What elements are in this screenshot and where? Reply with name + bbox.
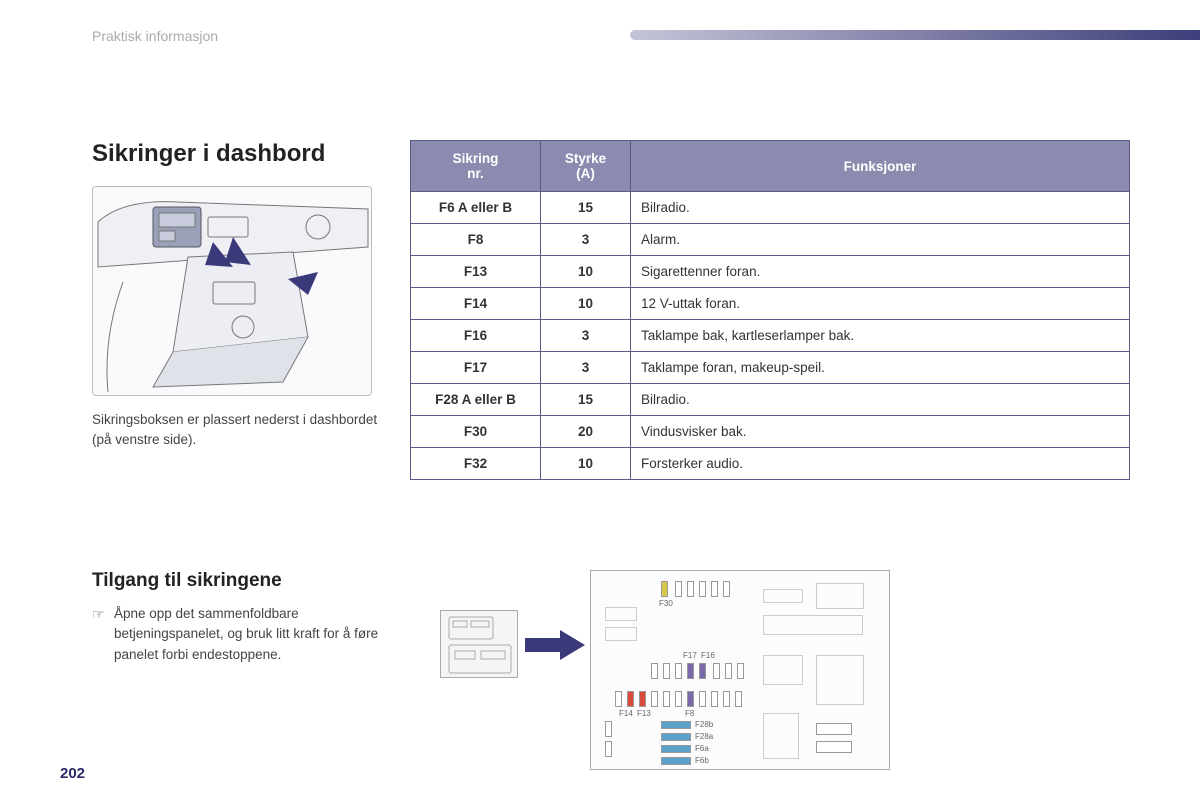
fuse-label-f6a: F6a	[695, 744, 709, 753]
instruction-text: Åpne opp det sammenfoldbare betjeningspa…	[114, 604, 402, 665]
fuse-label-f8: F8	[685, 709, 694, 718]
page-number: 202	[60, 765, 85, 782]
table-header-row: Sikring nr. Styrke (A) Funksjoner	[411, 141, 1130, 192]
cell-nr: F16	[411, 320, 541, 352]
fuse-label-f17: F17	[683, 651, 697, 660]
cell-nr: F17	[411, 352, 541, 384]
cell-fn: Taklampe foran, makeup-speil.	[631, 352, 1130, 384]
table-row: F6 A eller B15Bilradio.	[411, 192, 1130, 224]
table-row: F3210Forsterker audio.	[411, 448, 1130, 480]
cell-nr: F8	[411, 224, 541, 256]
cell-nr: F13	[411, 256, 541, 288]
table-row: F1310Sigarettenner foran.	[411, 256, 1130, 288]
cell-a: 15	[541, 384, 631, 416]
cell-fn: Bilradio.	[631, 384, 1130, 416]
cell-fn: 12 V-uttak foran.	[631, 288, 1130, 320]
cell-a: 3	[541, 352, 631, 384]
table-row: F28 A eller B15Bilradio.	[411, 384, 1130, 416]
fuse-label-f13: F13	[637, 709, 651, 718]
fuse-label-f14: F14	[619, 709, 633, 718]
illustration-caption: Sikringsboksen er plassert nederst i das…	[92, 410, 392, 449]
page-title: Sikringer i dashbord	[92, 140, 392, 168]
cell-nr: F30	[411, 416, 541, 448]
table-row: F83Alarm.	[411, 224, 1130, 256]
col-header-fn: Funksjoner	[631, 141, 1130, 192]
cell-nr: F14	[411, 288, 541, 320]
cell-a: 3	[541, 320, 631, 352]
cell-fn: Alarm.	[631, 224, 1130, 256]
pointer-icon: ☞	[92, 604, 114, 665]
fuse-label-f30: F30	[659, 599, 673, 608]
header-accent-bar	[630, 30, 1200, 40]
fusebox-closed-icon	[441, 611, 519, 679]
cell-a: 10	[541, 448, 631, 480]
cell-a: 15	[541, 192, 631, 224]
col-header-nr: Sikring nr.	[411, 141, 541, 192]
table-row: F163Taklampe bak, kartleserlamper bak.	[411, 320, 1130, 352]
cell-fn: Taklampe bak, kartleserlamper bak.	[631, 320, 1130, 352]
table-row: F3020Vindusvisker bak.	[411, 416, 1130, 448]
cell-fn: Bilradio.	[631, 192, 1130, 224]
section-label: Praktisk informasjon	[92, 28, 218, 44]
table-row: F141012 V-uttak foran.	[411, 288, 1130, 320]
expand-arrow-icon	[525, 628, 585, 662]
fusebox-layout-diagram: F30 F17 F16 F14 F13	[440, 570, 900, 775]
fuse-label-f16: F16	[701, 651, 715, 660]
cell-fn: Forsterker audio.	[631, 448, 1130, 480]
cell-fn: Sigarettenner foran.	[631, 256, 1130, 288]
access-instruction: ☞ Åpne opp det sammenfoldbare betjenings…	[92, 604, 402, 665]
fuse-label-f28b: F28b	[695, 720, 713, 729]
fuse-label-f6b: F6b	[695, 756, 709, 765]
cell-a: 10	[541, 288, 631, 320]
cell-a: 3	[541, 224, 631, 256]
fuse-label-f28a: F28a	[695, 732, 713, 741]
cell-nr: F6 A eller B	[411, 192, 541, 224]
cell-a: 10	[541, 256, 631, 288]
cell-nr: F32	[411, 448, 541, 480]
cell-nr: F28 A eller B	[411, 384, 541, 416]
table-row: F173Taklampe foran, makeup-speil.	[411, 352, 1130, 384]
dashboard-illustration	[92, 186, 372, 396]
fuse-table: Sikring nr. Styrke (A) Funksjoner F6 A e…	[410, 140, 1130, 480]
cell-a: 20	[541, 416, 631, 448]
cell-fn: Vindusvisker bak.	[631, 416, 1130, 448]
col-header-a: Styrke (A)	[541, 141, 631, 192]
